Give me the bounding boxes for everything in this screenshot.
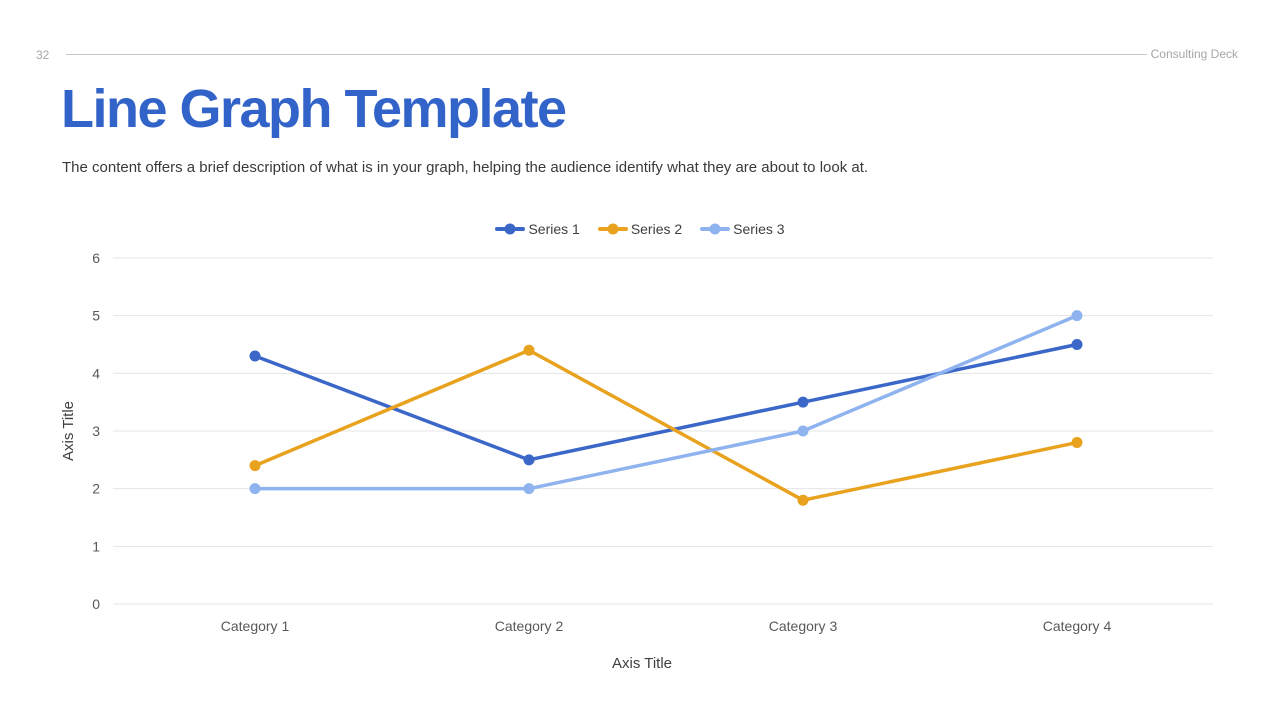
legend-label: Series 2 (630, 221, 683, 237)
series-point (797, 494, 809, 506)
legend-marker-dot (504, 223, 516, 235)
x-tick-label: Category 4 (1043, 618, 1112, 634)
series-point (249, 483, 261, 495)
legend-item: Series 1 (495, 221, 580, 237)
series-point (249, 350, 261, 362)
header-divider (66, 54, 1147, 55)
series-point (1071, 339, 1083, 350)
y-tick-label: 1 (92, 538, 100, 554)
y-tick-label: 5 (92, 308, 100, 324)
x-tick-label: Category 2 (495, 618, 564, 634)
y-tick-label: 3 (92, 423, 100, 439)
series-point (797, 396, 809, 408)
series-point (249, 460, 261, 472)
legend-label: Series 1 (528, 221, 580, 237)
legend-marker (597, 223, 628, 235)
page-number: 32 (36, 48, 50, 62)
legend-marker (700, 223, 731, 235)
series-line (253, 313, 1079, 491)
series-point (523, 483, 535, 495)
legend-item: Series 2 (597, 221, 683, 237)
series-point (523, 344, 535, 356)
series-line (253, 348, 1079, 502)
y-tick-label: 2 (92, 481, 100, 497)
slide-description: The content offers a brief description o… (62, 159, 869, 176)
y-tick-label: 0 (92, 596, 100, 612)
x-axis-title: Axis Title (612, 655, 672, 672)
series-point (1071, 310, 1083, 322)
deck-name: Consulting Deck (1150, 47, 1238, 61)
legend-marker-dot (709, 223, 721, 235)
y-axis-title: Axis Title (60, 401, 77, 461)
series-point (523, 454, 535, 466)
series-point (1071, 437, 1083, 449)
slide-title: Line Graph Template (61, 79, 567, 139)
y-tick-label: 4 (92, 365, 100, 381)
series-point (797, 425, 809, 437)
legend-marker-dot (607, 223, 619, 235)
series-line (253, 342, 1079, 462)
legend-label: Series 3 (733, 221, 785, 237)
y-tick-label: 6 (92, 250, 100, 266)
legend-item: Series 3 (700, 221, 785, 237)
x-tick-label: Category 1 (221, 618, 290, 634)
x-tick-label: Category 3 (769, 618, 838, 634)
legend-marker (495, 223, 526, 235)
chart-legend: Series 1 Series 2 Series 3 (0, 221, 1280, 237)
